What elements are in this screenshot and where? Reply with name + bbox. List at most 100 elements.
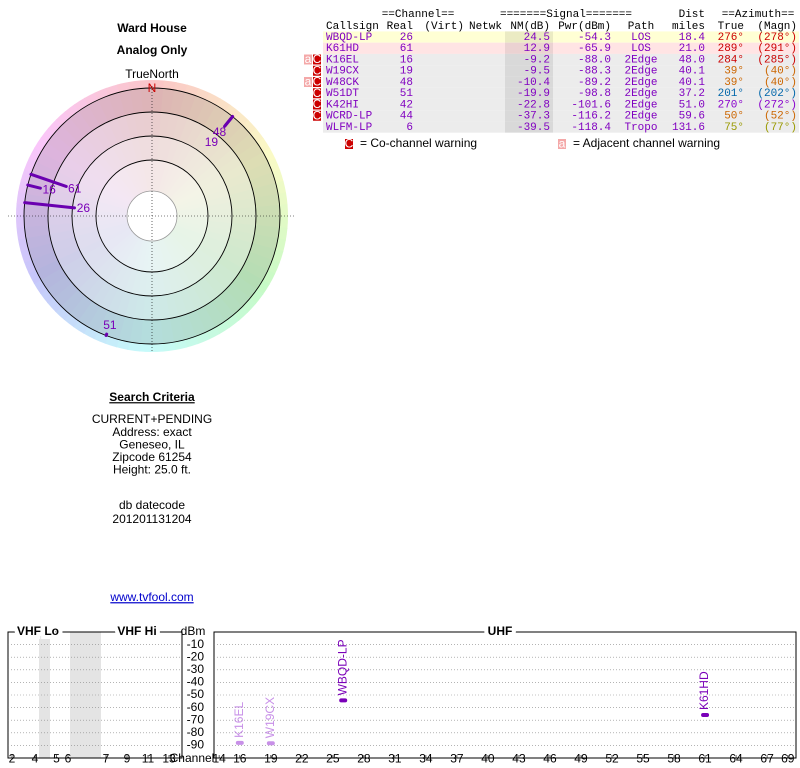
cell-real: 6 — [406, 122, 413, 134]
cell-magn: (52°) — [764, 111, 797, 123]
cell-real: 19 — [400, 66, 413, 78]
cell-callsign: WLFM-LP — [326, 122, 373, 134]
cell-pwr: -54.3 — [578, 32, 611, 44]
warning-icon: a — [559, 137, 566, 151]
row-bg — [323, 53, 799, 66]
x-tick-label: 5 — [53, 752, 60, 766]
polar-bg — [152, 192, 288, 216]
cell-miles: 131.6 — [672, 122, 705, 134]
polar-bg — [39, 216, 152, 304]
cell-callsign: W19CX — [326, 66, 359, 78]
y-axis-label: dBm — [181, 624, 206, 638]
warning-icon-bg — [313, 110, 321, 121]
cell-miles: 51.0 — [679, 99, 705, 111]
cell-true: 270° — [718, 99, 744, 111]
cell-path: 2Edge — [624, 54, 657, 66]
group-header: =======Signal======= — [500, 9, 632, 21]
station-label: 26 — [77, 201, 91, 215]
polar-bg — [152, 169, 284, 216]
cell-callsign: WCRD-LP — [326, 111, 373, 123]
site-link[interactable]: www.tvfool.com — [109, 590, 193, 604]
x-tick-label: 9 — [124, 752, 131, 766]
station-label: 51 — [103, 318, 117, 332]
polar-bg — [152, 216, 284, 264]
warning-icon: C — [313, 108, 322, 122]
station-marker — [235, 740, 244, 745]
cell-path: LOS — [631, 32, 651, 44]
nm-col-bg — [505, 87, 553, 99]
y-tick-label: -20 — [187, 649, 205, 663]
station-marker — [701, 713, 710, 718]
polar-bg — [47, 118, 152, 216]
y-tick-label: -90 — [187, 738, 205, 752]
warning-icon: a — [305, 75, 312, 89]
cell-true: 50° — [724, 111, 744, 123]
polar-bg — [152, 119, 257, 216]
y-tick-label: -70 — [187, 712, 205, 726]
warning-icon-bg — [304, 77, 312, 87]
warning-icon-bg — [313, 88, 321, 99]
nm-col-bg — [505, 31, 553, 43]
search-line: Geneseo, IL — [119, 437, 185, 451]
datecode-label: db datecode — [119, 498, 185, 512]
polar-bg — [150, 216, 164, 352]
legend-text: = Co-channel warning — [360, 136, 477, 150]
polar-bg — [82, 216, 152, 340]
nm-col-bg — [505, 53, 553, 66]
cell-pwr: -101.6 — [571, 99, 611, 111]
cell-nm: -9.2 — [524, 54, 550, 66]
cell-path: 2Edge — [624, 88, 657, 100]
warning-icon-bg — [345, 139, 353, 149]
polar-bg — [152, 216, 249, 321]
cell-path: Tropo — [624, 122, 657, 134]
polar-bg — [152, 137, 271, 216]
column-header: NM(dB) — [510, 21, 550, 33]
x-tick-label: 22 — [295, 752, 309, 766]
cell-miles: 21.0 — [679, 43, 705, 55]
column-header: miles — [672, 21, 705, 33]
cell-pwr: -88.0 — [578, 54, 611, 66]
band-label: VHF Lo — [17, 624, 59, 638]
x-tick-label: 46 — [543, 752, 557, 766]
warning-icon-bg — [558, 139, 566, 149]
y-tick-label: -30 — [187, 662, 205, 676]
y-tick-label: -10 — [187, 637, 205, 651]
cell-pwr: -65.9 — [578, 43, 611, 55]
cell-magn: (285°) — [757, 54, 797, 66]
station-label: 48 — [213, 125, 227, 139]
station-ray — [223, 115, 235, 128]
polar-bg — [152, 128, 265, 216]
cell-callsign: WBQD-LP — [326, 32, 373, 44]
polar-bg — [105, 84, 152, 216]
x-axis-label: Channel — [170, 751, 215, 765]
polar-bg — [54, 216, 152, 321]
polar-bg — [93, 216, 152, 344]
polar-bg — [128, 80, 152, 216]
x-tick-label: 49 — [574, 752, 588, 766]
warning-icon: C — [313, 63, 322, 77]
station-name: K16EL — [232, 702, 246, 738]
column-header: (Virt) — [424, 21, 464, 33]
polar-bg — [73, 216, 152, 334]
legend-text: = Adjacent channel warning — [573, 136, 720, 150]
y-tick-label: -80 — [187, 725, 205, 739]
station-marker — [266, 741, 275, 746]
polar-bg — [28, 216, 152, 284]
north-mark: N — [148, 81, 157, 95]
x-tick-label: 31 — [388, 752, 402, 766]
nm-col-bg — [505, 110, 553, 122]
group-header: Dist — [679, 9, 705, 21]
cell-miles: 40.1 — [679, 77, 706, 89]
polar-bg — [152, 216, 280, 275]
cell-callsign: K42HI — [326, 99, 359, 111]
row-bg — [323, 31, 799, 43]
row-bg — [323, 110, 799, 122]
polar-bg — [140, 80, 154, 216]
row-bg — [323, 121, 799, 133]
search-line: CURRENT+PENDING — [92, 412, 212, 426]
x-tick-label: 69 — [781, 752, 795, 766]
cell-real: 48 — [400, 77, 413, 89]
cell-path: 2Edge — [624, 77, 657, 89]
cell-callsign: W51DT — [326, 88, 359, 100]
